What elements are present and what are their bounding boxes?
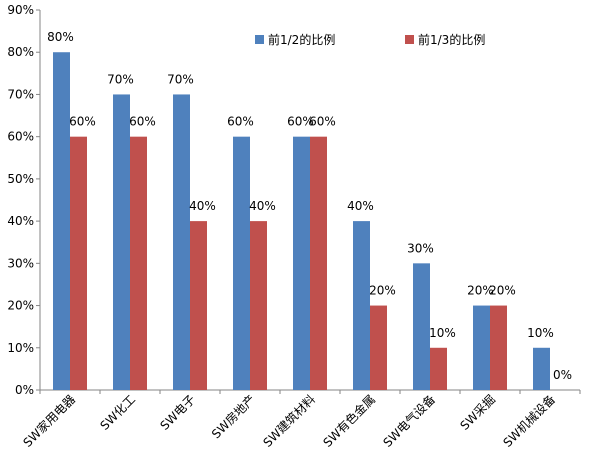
category-label: SW建筑材料 (260, 392, 318, 450)
data-label: 20% (489, 284, 516, 298)
data-label: 20% (369, 284, 396, 298)
bar-series1 (413, 263, 430, 390)
data-label: 80% (47, 30, 74, 44)
data-label: 70% (107, 72, 134, 86)
y-tick-label: 90% (7, 3, 34, 17)
data-label: 40% (189, 199, 216, 213)
category-label: SW家用电器 (20, 392, 78, 450)
category-label: SW采掘 (457, 392, 498, 433)
category-label: SW化工 (97, 392, 138, 433)
bar-series2 (430, 347, 447, 390)
bar-series2 (70, 136, 87, 390)
y-tick-label: 10% (7, 341, 34, 355)
bar-series1 (353, 221, 370, 390)
data-label: 40% (249, 199, 276, 213)
category-labels: SW家用电器 SW化工 SW电子 SW房地产 SW建筑材料 SW有色金属 SW电气设备 SW采… (20, 392, 558, 450)
y-tick-label: 80% (7, 45, 34, 59)
category-label: SW机械设备 (500, 392, 558, 450)
data-label: 40% (347, 199, 374, 213)
bar-series1 (53, 52, 70, 390)
bar-series2 (190, 221, 207, 390)
data-label: 10% (527, 326, 554, 340)
category-label: SW电气设备 (380, 392, 438, 450)
bar-series2 (250, 221, 267, 390)
legend-label: 前1/3的比例 (418, 32, 485, 47)
legend-swatch (405, 35, 414, 44)
data-label: 30% (407, 241, 434, 255)
data-label: 20% (467, 284, 494, 298)
data-label: 60% (129, 115, 156, 129)
y-tick-label: 50% (7, 172, 34, 186)
bar-series2 (130, 136, 147, 390)
y-tick-label: 70% (7, 87, 34, 101)
data-label: 60% (287, 115, 314, 129)
data-label: 10% (429, 326, 456, 340)
category-label: SW有色金属 (320, 392, 378, 450)
bar-series2 (370, 305, 387, 390)
bar-series1 (173, 94, 190, 390)
legend-label: 前1/2的比例 (268, 32, 335, 47)
bar-series2 (490, 305, 507, 390)
y-tick-label: 20% (7, 299, 34, 313)
y-tick-label: 40% (7, 214, 34, 228)
bar-series1 (473, 305, 490, 390)
bar-series1 (113, 94, 130, 390)
bar-series1 (293, 136, 310, 390)
category-label: SW电子 (157, 392, 198, 433)
data-label: 70% (167, 72, 194, 86)
data-labels: 80%60%70%60%70%40%60%40%60%60%40%20%30%1… (47, 30, 572, 382)
data-label: 60% (69, 115, 96, 129)
y-tick-label: 60% (7, 130, 34, 144)
legend-swatch (255, 35, 264, 44)
y-tick-label: 0% (15, 383, 34, 397)
category-label: SW房地产 (208, 392, 258, 442)
data-label: 0% (553, 368, 572, 382)
bar-series1 (233, 136, 250, 390)
data-label: 60% (227, 115, 254, 129)
y-tick-label: 30% (7, 256, 34, 270)
bars (53, 52, 550, 390)
data-label: 60% (309, 115, 336, 129)
bar-series2 (310, 136, 327, 390)
legend: 前1/2的比例 前1/3的比例 (255, 32, 485, 47)
bar-series1 (533, 347, 550, 390)
